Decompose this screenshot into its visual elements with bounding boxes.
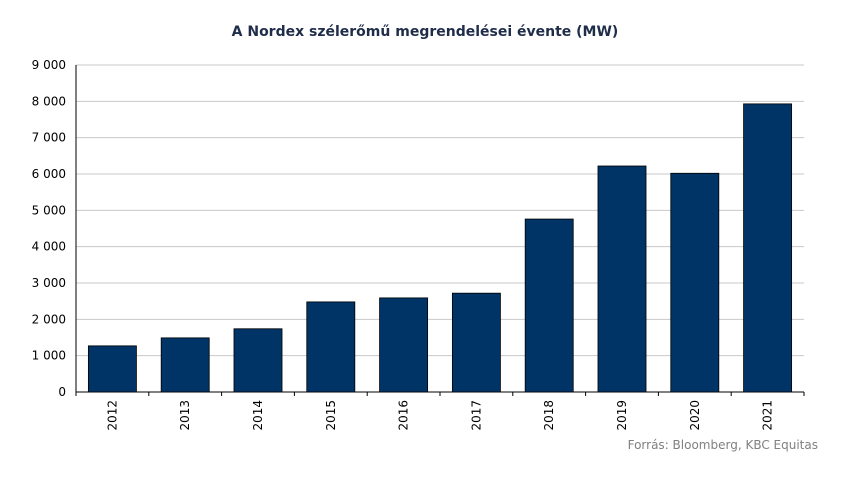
y-tick-label: 1 000 <box>32 349 66 363</box>
y-tick-label: 7 000 <box>32 131 66 145</box>
bar-2021 <box>743 103 793 393</box>
y-tick-label: 6 000 <box>32 167 66 181</box>
x-tick-label: 2019 <box>615 400 629 431</box>
y-tick-label: 4 000 <box>32 240 66 254</box>
y-tick-label: 2 000 <box>32 312 66 326</box>
bar-2016 <box>379 297 429 393</box>
y-tick-label: 5 000 <box>32 203 66 217</box>
y-tick-label: 9 000 <box>32 58 66 72</box>
bar-2018 <box>524 218 574 393</box>
x-tick-label: 2021 <box>761 400 775 431</box>
bar-2012 <box>87 345 137 393</box>
x-tick-label: 2014 <box>251 400 265 431</box>
bar-2013 <box>160 337 210 393</box>
x-tick-label: 2020 <box>688 400 702 431</box>
x-tick-label: 2013 <box>178 400 192 431</box>
x-tick-label: 2015 <box>324 400 338 431</box>
y-tick-label: 0 <box>58 385 66 399</box>
bar-2015 <box>306 301 356 393</box>
bar-2017 <box>451 292 501 393</box>
x-tick-label: 2016 <box>397 400 411 431</box>
bar-2014 <box>233 328 283 393</box>
bar-2020 <box>670 172 720 393</box>
x-tick-label: 2018 <box>542 400 556 431</box>
bar-2019 <box>597 165 647 393</box>
x-tick-label: 2017 <box>469 400 483 431</box>
x-tick-label: 2012 <box>105 400 119 431</box>
y-tick-label: 3 000 <box>32 276 66 290</box>
y-tick-label: 8 000 <box>32 94 66 108</box>
chart-title: A Nordex szélerőmű megrendelései évente … <box>231 24 619 40</box>
source-note: Forrás: Bloomberg, KBC Equitas <box>627 438 818 452</box>
